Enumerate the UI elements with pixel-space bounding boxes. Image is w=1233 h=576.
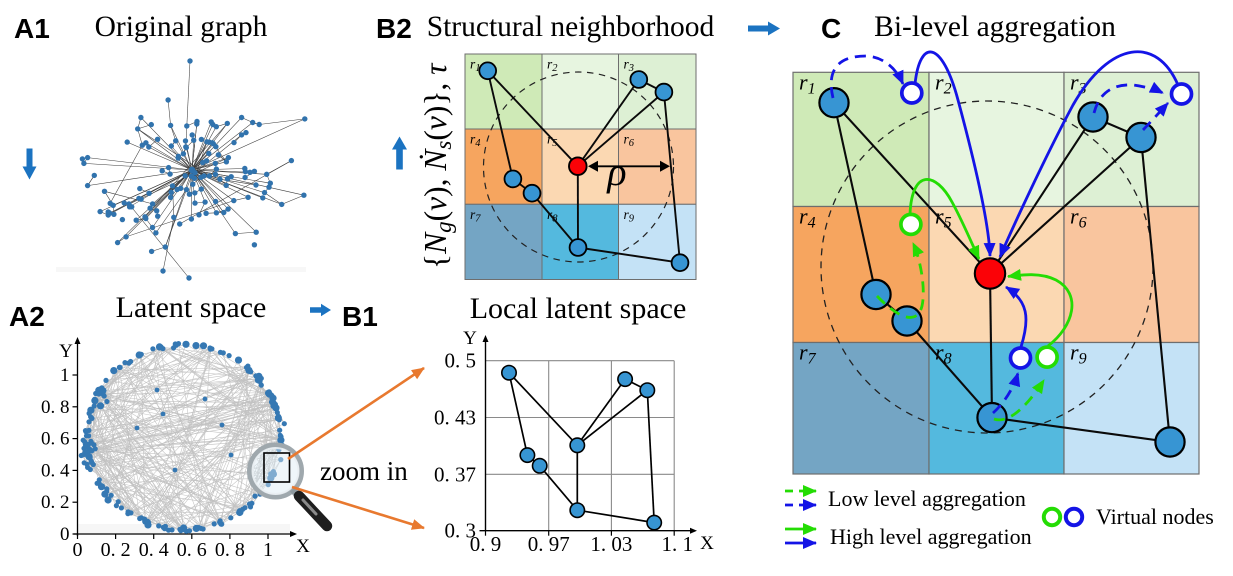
svg-text:0. 8: 0. 8	[215, 539, 245, 561]
svg-text:Local latent space: Local latent space	[470, 292, 687, 325]
svg-text:r2: r2	[547, 57, 558, 75]
svg-text:0. 4: 0. 4	[139, 539, 169, 561]
svg-text:zoom in: zoom in	[320, 456, 408, 486]
svg-text:0. 3: 0. 3	[445, 519, 477, 543]
svg-text:0. 37: 0. 37	[434, 462, 476, 486]
svg-text:r1: r1	[470, 57, 481, 75]
svg-text:1. 03: 1. 03	[590, 532, 632, 556]
svg-text:0. 6: 0. 6	[41, 429, 70, 450]
svg-text:0. 43: 0. 43	[434, 406, 476, 430]
svg-text:1: 1	[263, 539, 273, 561]
svg-text:Y: Y	[59, 341, 73, 362]
svg-text:{Ng(v), Ṅs(v)}, τ: {Ng(v), Ṅs(v)}, τ	[418, 62, 456, 269]
svg-text:C: C	[821, 13, 841, 44]
svg-text:0: 0	[73, 539, 83, 561]
svg-text:Bi-level aggregation: Bi-level aggregation	[874, 11, 1116, 43]
svg-text:0: 0	[60, 524, 70, 545]
svg-text:Latent space: Latent space	[116, 291, 267, 324]
svg-text:r7: r7	[470, 207, 481, 225]
svg-text:X: X	[296, 536, 310, 557]
svg-text:r3: r3	[624, 57, 635, 75]
svg-text:1: 1	[60, 365, 70, 386]
svg-text:0. 9: 0. 9	[470, 532, 502, 556]
svg-text:B1: B1	[342, 301, 378, 332]
svg-text:r4: r4	[470, 132, 481, 150]
svg-text:r9: r9	[624, 207, 635, 225]
svg-text:Structural neighborhood: Structural neighborhood	[427, 11, 715, 43]
svg-text:X: X	[700, 533, 714, 554]
svg-text:High level aggregation: High level aggregation	[830, 524, 1032, 549]
svg-text:0. 8: 0. 8	[41, 397, 70, 418]
svg-text:B2: B2	[376, 13, 412, 44]
svg-text:r8: r8	[547, 207, 558, 225]
svg-text:0. 5: 0. 5	[445, 349, 477, 373]
svg-text:Low level aggregation: Low level aggregation	[828, 486, 1026, 511]
svg-text:0. 2: 0. 2	[101, 539, 131, 561]
svg-text:ρ: ρ	[605, 149, 626, 194]
svg-text:Y: Y	[463, 328, 477, 349]
svg-text:0. 4: 0. 4	[41, 460, 70, 481]
svg-text:0. 6: 0. 6	[177, 539, 207, 561]
svg-text:0. 2: 0. 2	[41, 492, 70, 513]
svg-text:r6: r6	[624, 132, 635, 150]
svg-text:Virtual nodes: Virtual nodes	[1096, 504, 1214, 529]
svg-text:0. 97: 0. 97	[528, 532, 570, 556]
svg-text:A1: A1	[14, 13, 50, 44]
svg-text:Original graph: Original graph	[95, 11, 268, 43]
svg-text:A2: A2	[9, 301, 45, 332]
svg-text:1. 1: 1. 1	[661, 532, 693, 556]
